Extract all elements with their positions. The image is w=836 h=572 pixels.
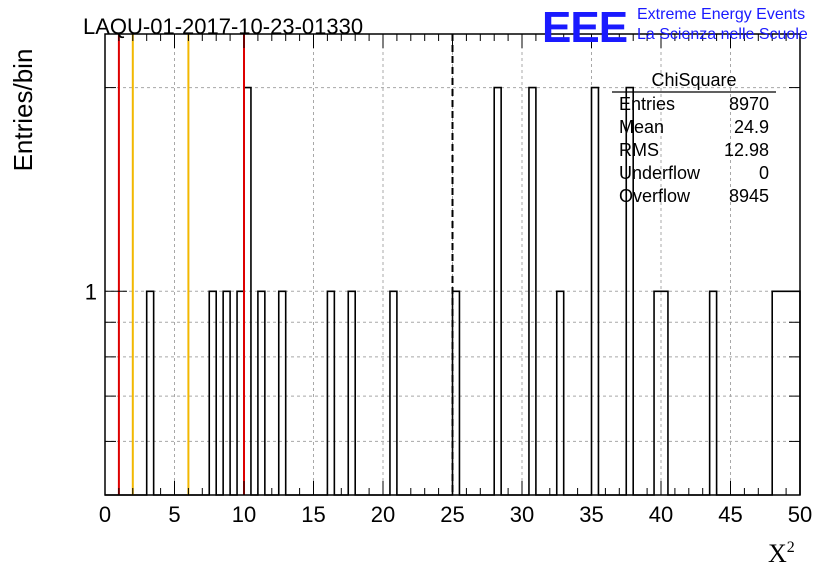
x-tick-label: 10 (232, 502, 256, 527)
x-tick-label: 15 (301, 502, 325, 527)
stats-label-overflow: Overflow (619, 186, 691, 206)
x-tick-label: 30 (510, 502, 534, 527)
x-tick-label: 5 (168, 502, 180, 527)
stats-box: ChiSquare Entries 8970 Mean 24.9 RMS 12.… (612, 70, 776, 206)
stats-value-rms: 12.98 (724, 140, 769, 160)
stats-label-entries: Entries (619, 94, 675, 114)
eee-logo: EEE (542, 3, 627, 52)
stats-value-entries: 8970 (729, 94, 769, 114)
x-axis-title-base: X (768, 539, 787, 568)
stats-value-overflow: 8945 (729, 186, 769, 206)
x-axis-title: X2 (768, 539, 795, 568)
x-tick-label: 35 (579, 502, 603, 527)
axis-ticks (104, 34, 801, 495)
stats-title: ChiSquare (651, 70, 736, 90)
x-tick-label: 40 (649, 502, 673, 527)
logo-line-2: La Scienza nelle Scuole (637, 26, 808, 43)
stats-label-underflow: Underflow (619, 163, 701, 183)
stats-label-rms: RMS (619, 140, 659, 160)
x-tick-label: 50 (788, 502, 812, 527)
y-axis-title: Entries/bin (8, 49, 38, 172)
x-tick-label: 45 (718, 502, 742, 527)
logo-line-1: Extreme Energy Events (637, 6, 805, 23)
stats-value-mean: 24.9 (734, 117, 769, 137)
x-tick-label: 0 (99, 502, 111, 527)
reference-lines (117, 34, 454, 495)
stats-label-mean: Mean (619, 117, 664, 137)
x-tick-label: 25 (440, 502, 464, 527)
x-axis-title-superscript: 2 (787, 539, 795, 556)
x-tick-labels: 0 5 10 15 20 25 30 35 40 45 50 (99, 502, 812, 527)
y-tick-label: 1 (85, 279, 97, 304)
x-tick-label: 20 (371, 502, 395, 527)
run-title: LAQU-01-2017-10-23-01330 (83, 14, 363, 39)
y-tick-labels: 1 (85, 279, 97, 304)
stats-value-underflow: 0 (759, 163, 769, 183)
